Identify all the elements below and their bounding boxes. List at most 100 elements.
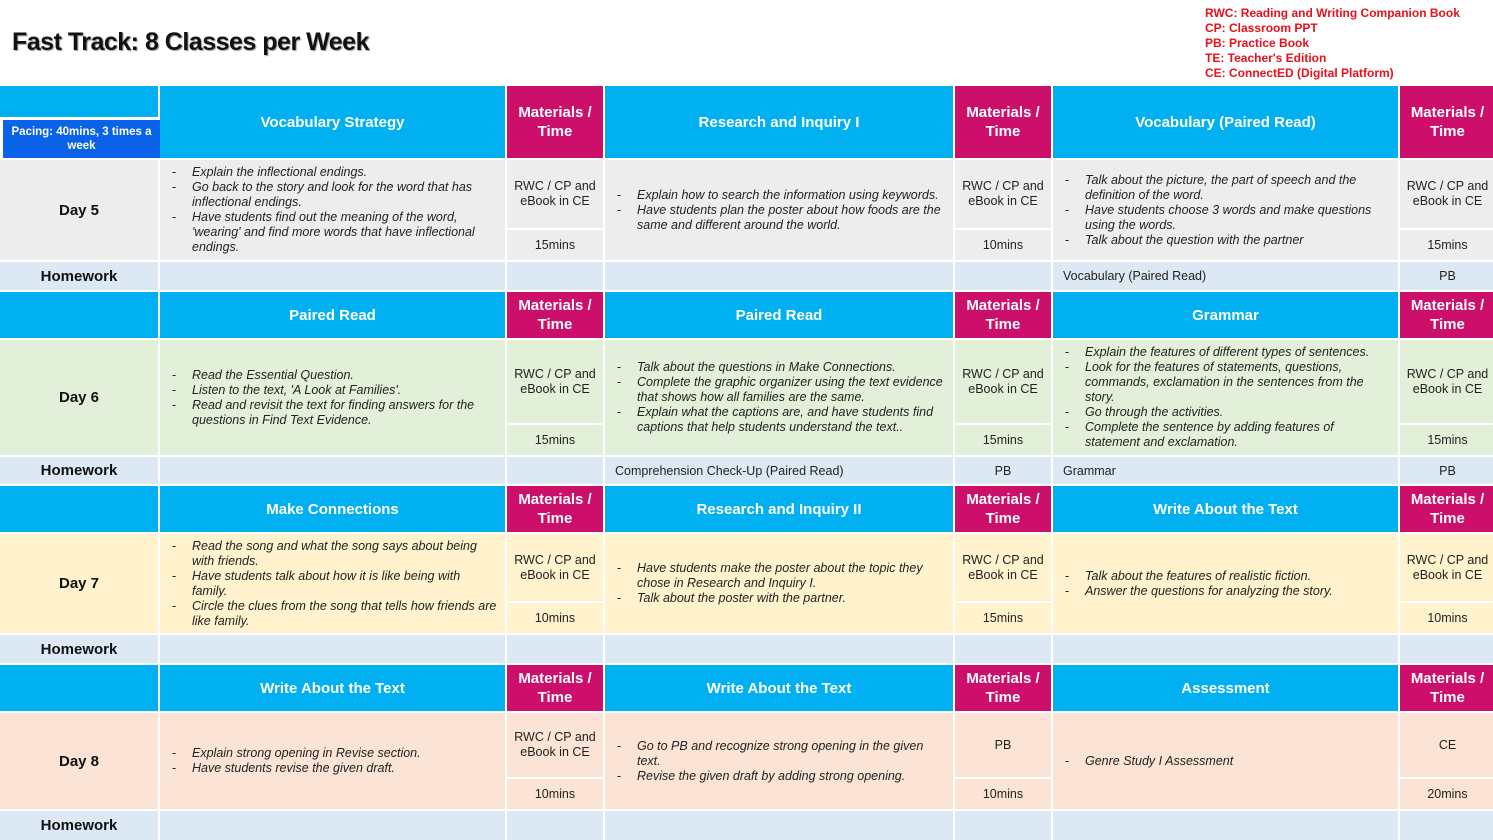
homework-cell [160,262,505,290]
header-label-cell [0,292,158,338]
lesson-activities: Genre Study I Assessment [1053,713,1398,809]
materials-time-header: Materials / Time [955,292,1051,338]
homework-text: Vocabulary (Paired Read) [1063,269,1207,283]
homework-cell [1053,635,1398,663]
lesson-topic-header: Write About the Text [160,665,505,711]
lesson-activities: Talk about the questions in Make Connect… [605,340,953,455]
time-value: 15mins [1400,423,1493,455]
materials-time-header: Materials / Time [507,86,603,158]
homework-materials: PB [1400,262,1493,290]
activity-item: Explain the inflectional endings. [172,165,497,180]
lesson-topic-header: Paired Read [160,292,505,338]
lesson-topic-header: Grammar [1053,292,1398,338]
header-label-cell [0,486,158,532]
materials-cell: RWC / CP and eBook in CE 15mins [1400,160,1493,260]
time-value: 20mins [1400,777,1493,809]
materials-time-header: Materials / Time [955,486,1051,532]
legend-item: TE: Teacher's Edition [1205,51,1327,65]
activity-item: Genre Study I Assessment [1065,754,1233,769]
lesson-activities: Read the Essential Question.Listen to th… [160,340,505,455]
materials-value: RWC / CP and eBook in CE [514,366,596,396]
materials-time-header: Materials / Time [1400,292,1493,338]
materials-cell: RWC / CP and eBook in CE 15mins [1400,340,1493,455]
lesson-topic-header: Assessment [1053,665,1398,711]
activity-item: Go back to the story and look for the wo… [172,180,497,210]
materials-value: CE [1438,737,1457,752]
activity-item: Talk about the poster with the partner. [617,591,945,606]
lesson-activities: Go to PB and recognize strong opening in… [605,713,953,809]
activity-list: Genre Study I Assessment [1053,754,1241,769]
activity-list: Talk about the features of realistic fic… [1053,569,1341,599]
materials-value: PB [994,737,1012,752]
lesson-topic-header: Make Connections [160,486,505,532]
legend-item: CP: Classroom PPT [1205,21,1318,35]
homework-label: Homework [0,635,158,663]
activity-item: Explain strong opening in Revise section… [172,746,421,761]
time-value: 15mins [507,228,603,260]
legend-item: RWC: Reading and Writing Companion Book [1205,6,1460,20]
activity-item: Listen to the text, 'A Look at Families'… [172,383,497,398]
lesson-topic-header: Write About the Text [1053,486,1398,532]
activity-item: Have students talk about how it is like … [172,569,497,599]
homework-cell: Grammar [1053,457,1398,484]
activity-item: Look for the features of statements, que… [1065,360,1390,405]
activity-item: Have students choose 3 words and make qu… [1065,203,1390,233]
activity-item: Explain what the captions are, and have … [617,405,945,435]
homework-materials [507,262,603,290]
materials-time-header: Materials / Time [955,665,1051,711]
time-value: 10mins [1400,601,1493,633]
materials-cell: RWC / CP and eBook in CE 15mins [507,160,603,260]
materials-time-header: Materials / Time [507,486,603,532]
lesson-activities: Explain strong opening in Revise section… [160,713,505,809]
lesson-topic-header: Vocabulary (Paired Read) [1053,86,1398,158]
homework-label: Homework [0,811,158,840]
activity-item: Explain how to search the information us… [617,188,945,203]
materials-cell: RWC / CP and eBook in CE 10mins [507,534,603,633]
header-label-cell: Pacing: 40mins, 3 times a week [0,86,160,158]
materials-value: RWC / CP and eBook in CE [514,179,596,208]
day-label: Day 7 [0,534,158,633]
materials-time-header: Materials / Time [955,86,1051,158]
activity-item: Have students find out the meaning of th… [172,210,497,255]
materials-cell: RWC / CP and eBook in CE 15mins [955,340,1051,455]
time-value: 15mins [955,423,1051,455]
homework-cell: Comprehension Check-Up (Paired Read) [605,457,953,484]
homework-label: Homework [0,457,158,484]
activity-item: Circle the clues from the song that tell… [172,599,497,629]
pacing-badge: Pacing: 40mins, 3 times a week [0,117,160,158]
time-value: 10mins [507,777,603,809]
lesson-activities: Talk about the features of realistic fic… [1053,534,1398,633]
materials-time-header: Materials / Time [1400,486,1493,532]
activity-list: Explain how to search the information us… [605,188,953,233]
materials-value: RWC / CP and eBook in CE [514,552,596,582]
lesson-topic-header: Vocabulary Strategy [160,86,505,158]
materials-value: RWC / CP and eBook in CE [1406,179,1489,208]
materials-cell: RWC / CP and eBook in CE 15mins [955,534,1051,633]
lesson-activities: Explain the inflectional endings.Go back… [160,160,505,260]
page-title: Fast Track: 8 Classes per Week [12,28,369,56]
activity-item: Complete the sentence by adding features… [1065,420,1390,450]
materials-time-header: Materials / Time [1400,86,1493,158]
lesson-activities: Have students make the poster about the … [605,534,953,633]
homework-materials [1400,635,1493,663]
time-value: 10mins [507,601,603,633]
homework-cell [605,811,953,840]
materials-value: RWC / CP and eBook in CE [514,730,596,759]
activity-list: Explain strong opening in Revise section… [160,746,429,776]
day-label: Day 5 [0,160,158,260]
activity-list: Explain the features of different types … [1053,345,1398,450]
activity-item: Have students make the poster about the … [617,561,945,591]
activity-item: Talk about the picture, the part of spee… [1065,173,1390,203]
materials-cell: RWC / CP and eBook in CE 10mins [1400,534,1493,633]
activity-item: Talk about the questions in Make Connect… [617,360,945,375]
materials-cell: RWC / CP and eBook in CE 15mins [507,340,603,455]
activity-list: Read the song and what the song says abo… [160,539,505,629]
materials-value: RWC / CP and eBook in CE [962,179,1044,208]
header-label-cell [0,665,158,711]
homework-text: Grammar [1063,463,1116,478]
activity-item: Have students plan the poster about how … [617,203,945,233]
homework-cell [160,811,505,840]
schedule-table: Pacing: 40mins, 3 times a week Vocabulary… [0,86,1493,840]
time-value: 15mins [507,423,603,455]
activity-item: Have students revise the given draft. [172,761,421,776]
